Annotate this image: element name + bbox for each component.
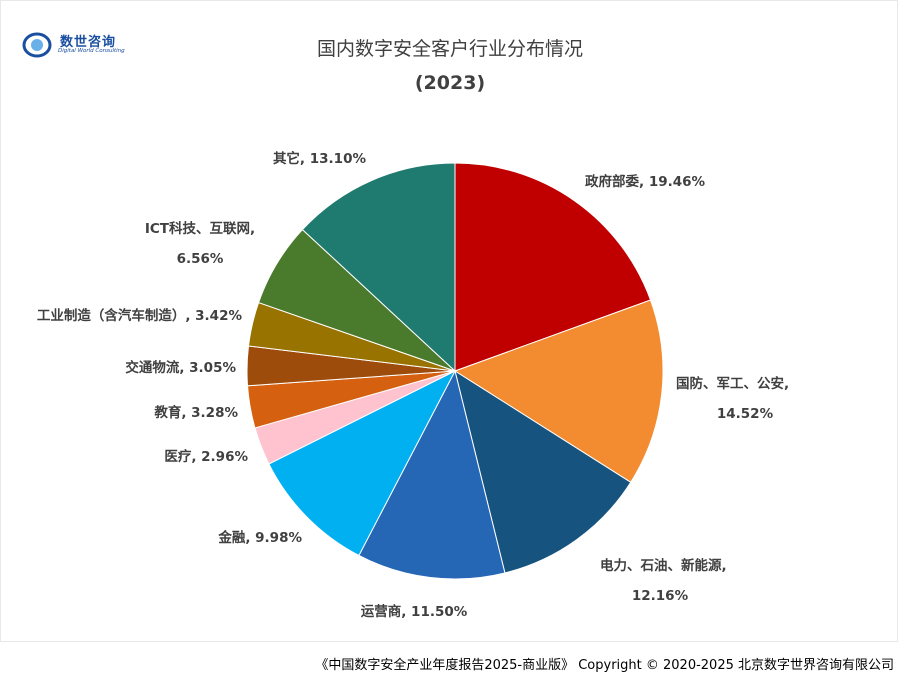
pie-chart: 政府部委, 19.46% 国防、军工、公安, 14.52% 电力、石油、新能源, 12.…	[37, 150, 789, 620]
pie-slice	[453, 299, 664, 483]
logo-name: 数世咨询	[60, 35, 117, 50]
pie-slice-label: 电力、石油、新能源, 12.16%	[600, 557, 727, 604]
chart-title: 国内数字安全客户行业分布情况	[316, 38, 583, 60]
pie-slice	[358, 369, 506, 580]
pie-slice	[301, 162, 456, 373]
logo-mark-icon	[22, 32, 52, 58]
logo-subtitle: Digital World Consulting	[58, 48, 125, 54]
pie-slice-label: 国防、军工、公安, 14.52%	[676, 375, 789, 422]
pie-slice-label: 工业制造（含汽车制造）, 3.42%	[37, 307, 243, 324]
logo: 数世咨询 Digital World Consulting	[22, 30, 132, 64]
pie-slice	[268, 369, 457, 557]
pie-slice	[454, 162, 652, 372]
chart-frame	[0, 0, 898, 642]
pie-slice-label: 其它, 13.10%	[273, 150, 367, 167]
pie-slice-label: 交通物流, 3.05%	[125, 359, 236, 376]
pie-slice	[454, 369, 632, 574]
pie-slice-label: 金融, 9.98%	[217, 529, 302, 546]
pie-slice-label: 政府部委, 19.46%	[585, 173, 706, 190]
pie-slice-label: ICT科技、互联网, 6.56%	[145, 220, 255, 267]
chart-subtitle: (2023)	[414, 72, 486, 94]
pie-slice-label: 教育, 3.28%	[154, 404, 238, 421]
pie-slice-label: 医疗, 2.96%	[164, 448, 248, 465]
pie-slice-label: 运营商, 11.50%	[361, 603, 468, 620]
footer-copyright: 《中国数字安全产业年度报告2025-商业版》 Copyright © 2020-…	[315, 658, 894, 673]
